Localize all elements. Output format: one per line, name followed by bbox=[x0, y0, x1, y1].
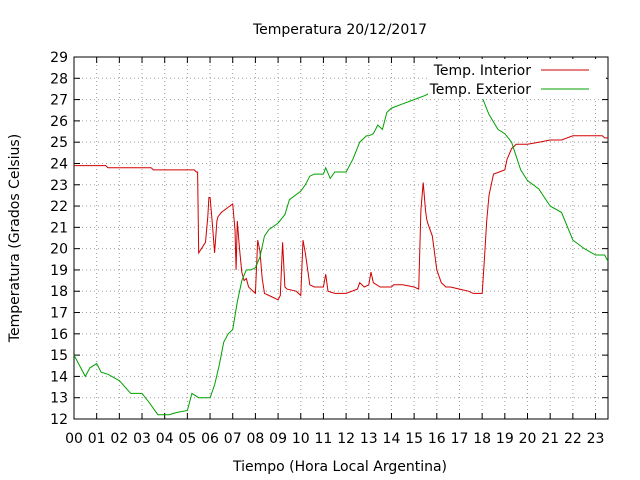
y-tick-label: 20 bbox=[50, 242, 68, 258]
legend-label-exterior: Temp. Exterior bbox=[429, 82, 532, 98]
x-tick-label: 00 bbox=[65, 431, 83, 447]
legend: Temp. Interior Temp. Exterior bbox=[428, 59, 606, 99]
y-tick-label: 21 bbox=[50, 220, 68, 236]
x-tick-label: 17 bbox=[451, 431, 469, 447]
x-tick-label: 08 bbox=[246, 431, 264, 447]
y-tick-label: 15 bbox=[50, 348, 68, 364]
x-tick-label: 16 bbox=[428, 431, 446, 447]
x-tick-label: 07 bbox=[224, 431, 242, 447]
y-tick-label: 17 bbox=[50, 306, 68, 322]
x-tick-label: 09 bbox=[269, 431, 287, 447]
y-tick-label: 23 bbox=[50, 178, 68, 194]
y-axis-label: Temperatura (Grados Celsius) bbox=[7, 134, 23, 343]
x-tick-label: 03 bbox=[133, 431, 151, 447]
y-tick-label: 28 bbox=[50, 71, 68, 87]
y-tick-label: 18 bbox=[50, 284, 68, 300]
series-line-exterior bbox=[73, 73, 609, 416]
x-tick-label: 14 bbox=[383, 431, 401, 447]
y-tick-label: 12 bbox=[50, 412, 68, 428]
series-line-interior bbox=[74, 135, 608, 301]
x-tick-label: 06 bbox=[201, 431, 219, 447]
legend-background bbox=[428, 59, 606, 99]
x-tick-label: 05 bbox=[178, 431, 196, 447]
legend-label-interior: Temp. Interior bbox=[433, 63, 532, 79]
x-tick-label: 21 bbox=[541, 431, 559, 447]
x-tick-label: 10 bbox=[292, 431, 310, 447]
x-tick-label: 19 bbox=[496, 431, 514, 447]
chart-title: Temperatura 20/12/2017 bbox=[252, 22, 427, 38]
x-tick-label: 11 bbox=[315, 431, 333, 447]
grid-lines bbox=[74, 57, 608, 419]
x-tick-label: 20 bbox=[519, 431, 537, 447]
y-tick-label: 27 bbox=[50, 93, 68, 109]
y-tick-label: 24 bbox=[50, 156, 68, 172]
x-tick-label: 12 bbox=[337, 431, 355, 447]
plot-frame bbox=[73, 56, 609, 420]
x-tick-label: 04 bbox=[156, 431, 174, 447]
x-tick-label: 02 bbox=[110, 431, 128, 447]
series-lines bbox=[73, 73, 609, 416]
y-tick-label: 13 bbox=[50, 391, 68, 407]
x-tick-label: 15 bbox=[405, 431, 423, 447]
y-tick-label: 25 bbox=[50, 135, 68, 151]
x-tick-label: 13 bbox=[360, 431, 378, 447]
y-tick-label: 16 bbox=[50, 327, 68, 343]
x-tick-label: 22 bbox=[564, 431, 582, 447]
x-tick-label: 18 bbox=[473, 431, 491, 447]
x-tick-label: 23 bbox=[587, 431, 605, 447]
y-tick-label: 19 bbox=[50, 263, 68, 279]
y-tick-label: 26 bbox=[50, 114, 68, 130]
x-tick-label: 01 bbox=[88, 431, 106, 447]
y-tick-label: 29 bbox=[50, 50, 68, 66]
y-tick-label: 14 bbox=[50, 369, 68, 385]
y-tick-label: 22 bbox=[50, 199, 68, 215]
x-axis-label: Tiempo (Hora Local Argentina) bbox=[232, 459, 447, 475]
